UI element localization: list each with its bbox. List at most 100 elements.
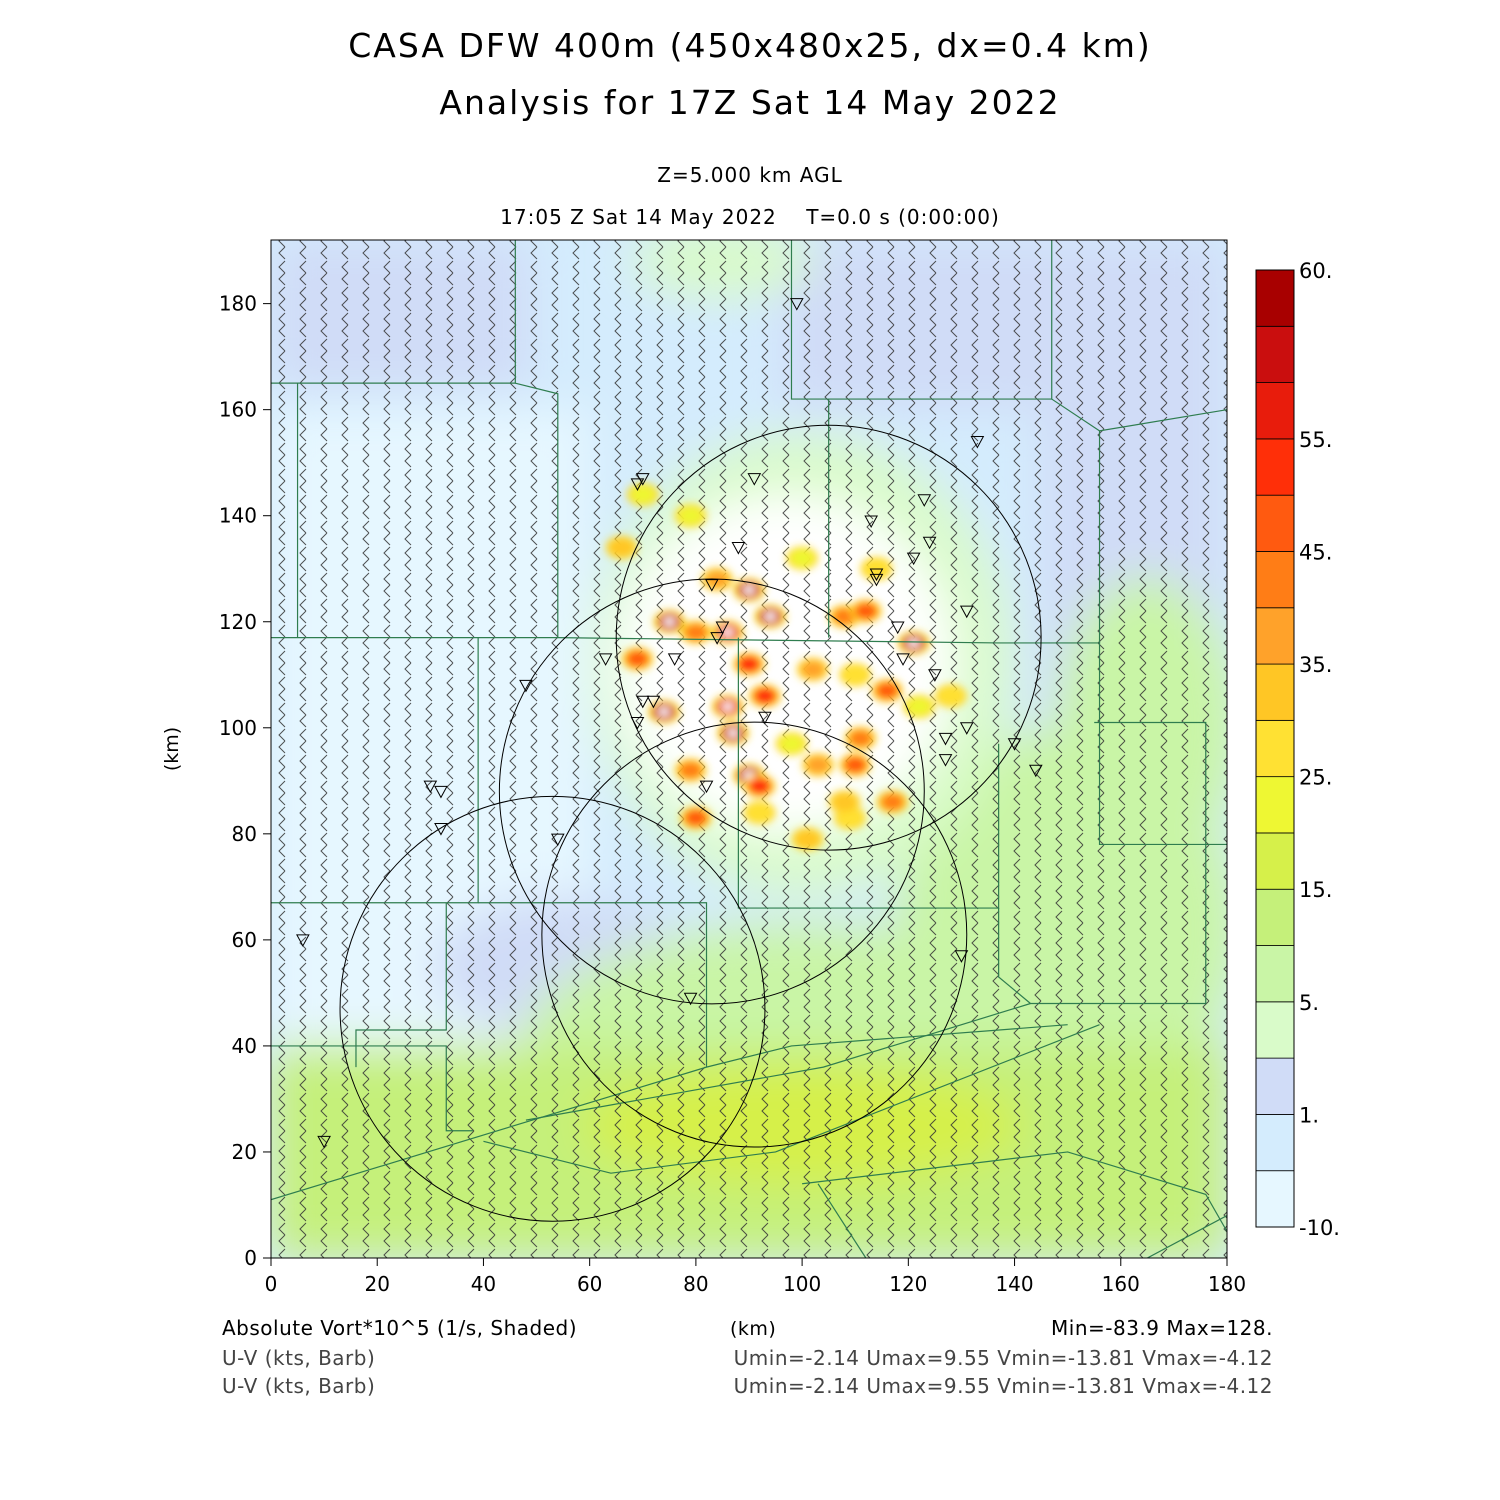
station-marker-31 [423,780,438,794]
y-tick-label-180: 180 [219,292,257,316]
colorbar-label-5: 35. [1299,653,1332,677]
colorbar-label-7: 55. [1299,428,1332,452]
wind-barbs [271,240,1227,1258]
vorticity-cell-8 [711,694,744,719]
vorticity-cell-30 [626,482,659,507]
colorbar-swatch-0 [1255,1170,1295,1228]
county-boundary-1 [515,382,559,638]
field-label-barb-1: U-V (kts, Barb) [222,1346,376,1370]
station-marker-35 [550,833,565,847]
county-boundary-15 [525,1002,1031,1121]
station-marker-25 [758,711,772,725]
station-marker-5 [917,494,932,507]
colorbar-swatch-10 [1255,607,1295,665]
colorbar-swatch-4 [1255,945,1295,1003]
colorbar-swatch-9 [1255,663,1295,721]
colorbar-swatch-16 [1255,269,1295,327]
colorbar-label-6: 45. [1299,540,1332,564]
station-marker-37 [954,950,969,963]
county-boundary-12 [998,721,1207,1005]
vorticity-cell-24 [605,535,638,560]
vorticity-cell-16 [871,678,904,703]
station-marker-30 [1028,764,1043,778]
station-marker-29 [938,754,953,767]
station-marker-15 [890,621,905,635]
field-label-vorticity: Absolute Vort*10^5 (1/s, Shaded) [222,1316,578,1340]
station-marker-21 [519,679,533,693]
station-marker-32 [434,785,448,799]
colorbar-swatch-5 [1255,888,1295,946]
radar-ring-1 [498,578,925,1005]
station-marker-9 [906,552,921,566]
vorticity-cell-23 [802,753,834,777]
y-tick-label-80: 80 [232,822,257,846]
y-tick-label-60: 60 [232,928,257,952]
station-marker-7 [922,536,937,550]
vorticity-cell-21 [674,758,707,782]
vorticity-cell-20 [679,806,712,830]
station-marker-18 [667,653,682,666]
colorbar-label-2: 5. [1299,991,1319,1015]
station-marker-23 [646,695,661,709]
vorticity-cell-0 [653,610,686,634]
vorticity-cell-6 [648,700,680,724]
vorticity-cell-19 [876,790,909,814]
county-boundary-16 [483,1024,1100,1174]
colorbar-swatch-1 [1255,1114,1295,1172]
colorbar-swatch-14 [1255,382,1295,440]
station-marker-39 [317,1135,331,1149]
vorticity-cell-18 [844,726,877,751]
vorticity-cell-35 [786,546,819,570]
colorbar: -10. 1. 5. 15. 25. 35. 45. 55. 60. [1255,259,1340,1240]
vorticity-cell-13 [679,620,712,645]
radar-ring-2 [541,721,968,1148]
vorticity-cell-22 [796,657,829,682]
station-marker-19 [896,653,910,666]
vorticity-cell-37 [743,800,776,825]
colorbar-swatch-15 [1255,325,1295,383]
station-marker-16 [710,632,724,645]
vorticity-cell-17 [839,753,872,777]
colorbar-swatch-6 [1255,832,1295,890]
x-tick-label-40: 40 [471,1272,496,1296]
vorticity-cell-11 [743,774,776,798]
station-marker-1 [970,435,985,449]
station-marker-14 [715,621,730,635]
radar-ring-0 [615,424,1042,851]
station-marker-12 [704,579,719,592]
station-marker-17 [598,653,613,666]
colorbar-label-8: 60. [1299,259,1332,283]
colorbar-label-4: 25. [1299,766,1332,790]
uv-stats-2: Umin=-2.14 Umax=9.55 Vmin=-13.81 Vmax=-4… [733,1374,1273,1398]
vorticity-cell-4 [733,652,765,676]
station-marker-6 [864,515,878,529]
county-boundary-17 [802,1151,1227,1232]
vorticity-cell-5 [897,631,930,655]
vorticity-cell-9 [749,684,781,708]
vorticity-cell-32 [839,663,872,687]
station-marker-24 [630,716,645,730]
county-boundary-4 [790,240,830,638]
x-tick-label-60: 60 [577,1272,602,1296]
x-tick-label-0: 0 [265,1272,278,1296]
field-label-barb-2: U-V (kts, Barb) [222,1374,376,1398]
vorticity-cell-31 [674,504,707,528]
county-boundary-13 [271,1024,1068,1201]
level-label: Z=5.000 km AGL [657,163,843,187]
x-tick-label-120: 120 [889,1272,927,1296]
colorbar-swatch-11 [1255,551,1295,609]
station-marker-27 [938,732,953,746]
station-marker-4 [747,473,762,486]
x-tick-label-140: 140 [995,1272,1033,1296]
y-axis-label: (km) [161,727,183,771]
station-marker-38 [683,992,698,1006]
station-marker-34 [434,823,448,836]
plot-area [270,239,1228,1259]
station-marker-33 [699,780,714,794]
station-marker-0 [789,298,804,311]
station-marker-20 [928,669,942,682]
station-marker-3 [630,478,645,491]
y-tick-label-100: 100 [219,716,257,740]
county-boundary-14 [271,1045,473,1132]
